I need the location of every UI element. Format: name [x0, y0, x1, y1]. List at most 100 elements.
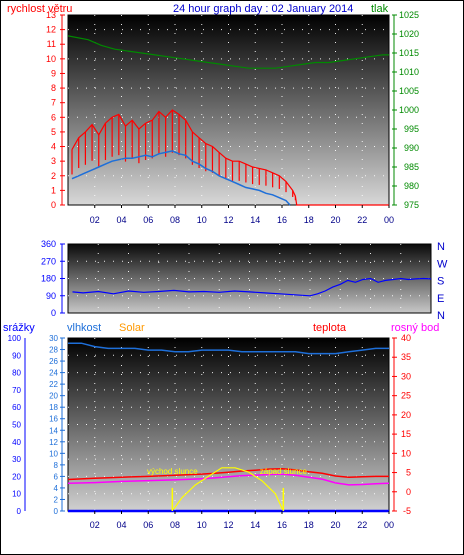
temperature-chart-xtick-label: 22	[357, 520, 367, 530]
temperature-axis-title: teplota	[313, 322, 347, 334]
wind-speed-ytick-label: 1	[51, 185, 56, 195]
temperature-chart-xtick-label: 20	[330, 520, 340, 530]
wind-chart-xtick-label: 20	[330, 215, 340, 225]
compass-label: N	[437, 310, 445, 322]
temperature-chart-xtick-label: 04	[116, 520, 126, 530]
pressure-ytick-label: 1010	[399, 67, 419, 77]
pressure-ytick-label: 1005	[399, 86, 419, 96]
pressure-ytick-label: 995	[404, 124, 419, 134]
wind-chart-xtick-label: 12	[223, 215, 233, 225]
temperature-ytick-label: 40	[401, 333, 411, 343]
wind-speed-axis-title: rychlost větru	[7, 3, 72, 15]
solar-axis-title: Solar	[119, 322, 145, 334]
temperature-ytick-label: 0	[406, 487, 411, 497]
solar-series	[68, 467, 389, 512]
gust-series	[71, 109, 389, 206]
humidity-ytick-label: 8	[54, 461, 59, 470]
rain-ytick-label: 40	[12, 438, 21, 447]
humidity-ytick-label: 4	[54, 484, 59, 493]
pressure-series	[67, 35, 389, 69]
humidity-ytick-label: 22	[49, 380, 58, 389]
temperature-ytick-label: 25	[401, 391, 411, 401]
rain-ytick-label: 80	[12, 369, 21, 378]
temperature-chart-xtick-label: 12	[223, 520, 233, 530]
wind-direction-series	[72, 277, 432, 297]
temperature-chart-xtick-label: 02	[90, 520, 100, 530]
pressure-ytick-label: 1000	[399, 105, 419, 115]
temperature-ytick-label: 35	[401, 352, 411, 362]
rain-ytick-label: 10	[12, 490, 21, 499]
humidity-series	[68, 342, 389, 355]
wind-chart-xtick-label: 10	[197, 215, 207, 225]
compass-label: N	[437, 241, 445, 253]
temperature-chart-xtick-label: 06	[143, 520, 153, 530]
rain-ytick-label: 70	[12, 386, 21, 395]
wind-speed-series	[71, 150, 291, 206]
humidity-ytick-label: 20	[49, 392, 58, 401]
rain-ytick-label: 30	[12, 455, 21, 464]
direction-ytick-label: 360	[41, 239, 56, 249]
wind-chart-xtick-label: 06	[143, 215, 153, 225]
rain-ytick-label: 50	[12, 421, 21, 430]
dew-point-axis-title: rosný bod	[391, 322, 439, 334]
pressure-ytick-label: 985	[404, 162, 419, 172]
wind-chart-xtick-label: 04	[116, 215, 126, 225]
humidity-ytick-label: 28	[49, 346, 58, 355]
chart-layer: 0123456789101112139759809859909951000100…	[8, 10, 448, 530]
direction-ytick-label: 270	[41, 256, 56, 266]
pressure-ytick-label: 1020	[399, 29, 419, 39]
temperature-chart-xtick-label: 18	[304, 520, 314, 530]
wind-speed-ytick-label: 7	[51, 98, 56, 108]
pressure-ytick-label: 1025	[399, 10, 419, 20]
temperature-ytick-label: 15	[401, 429, 411, 439]
humidity-ytick-label: 12	[49, 438, 58, 447]
temperature-chart-xtick-label: 16	[277, 520, 287, 530]
sunset-label: západ slunce	[260, 467, 308, 476]
chart-title: 24 hour graph day : 02 January 2014	[173, 3, 353, 15]
wind-speed-ytick-label: 11	[47, 39, 56, 49]
wind-chart-xtick-label: 22	[357, 215, 367, 225]
temperature-chart-xtick-label: 14	[250, 520, 260, 530]
rain-ytick-label: 0	[17, 507, 22, 516]
pressure-ytick-label: 990	[404, 143, 419, 153]
humidity-ytick-label: 0	[54, 507, 59, 516]
direction-ytick-label: 180	[41, 274, 56, 284]
humidity-ytick-label: 18	[49, 403, 58, 412]
humidity-ytick-label: 26	[49, 357, 58, 366]
temperature-ytick-label: 10	[401, 448, 411, 458]
temperature-ytick-label: 5	[406, 468, 411, 478]
rain-ytick-label: 90	[12, 351, 21, 360]
temperature-ytick-label: 20	[401, 410, 411, 420]
wind-chart-xtick-label: 16	[277, 215, 287, 225]
wind-speed-ytick-label: 2	[51, 171, 56, 181]
rain-ytick-label: 100	[8, 334, 22, 343]
compass-label: E	[437, 293, 444, 305]
pressure-ytick-label: 980	[404, 181, 419, 191]
wind-speed-ytick-label: 5	[51, 127, 56, 137]
temperature-series	[67, 467, 389, 481]
humidity-ytick-label: 14	[49, 426, 58, 435]
wind-speed-ytick-label: 9	[51, 68, 56, 78]
compass-label: W	[437, 258, 448, 270]
sunrise-label: východ slunce	[147, 467, 198, 476]
humidity-axis-title: vlhkost	[67, 322, 101, 334]
pressure-ytick-label: 975	[404, 200, 419, 210]
dew-point-series	[67, 473, 390, 486]
temperature-chart-xtick-label: 00	[384, 520, 394, 530]
humidity-ytick-label: 6	[54, 472, 59, 481]
humidity-ytick-label: 24	[49, 369, 58, 378]
wind-speed-ytick-label: 3	[51, 156, 56, 166]
wind-speed-ytick-label: 10	[46, 54, 56, 64]
temperature-chart-background	[67, 337, 390, 512]
wind-speed-ytick-label: 13	[46, 10, 56, 20]
wind-speed-ytick-label: 4	[51, 142, 56, 152]
wind-speed-ytick-label: 12	[46, 25, 56, 35]
direction-ytick-label: 0	[51, 308, 56, 318]
wind-chart-xtick-label: 14	[250, 215, 260, 225]
humidity-ytick-label: 16	[49, 415, 58, 424]
rain-axis-title: srážky	[3, 322, 35, 334]
pressure-axis-title: tlak	[371, 3, 389, 15]
humidity-ytick-label: 2	[54, 495, 59, 504]
